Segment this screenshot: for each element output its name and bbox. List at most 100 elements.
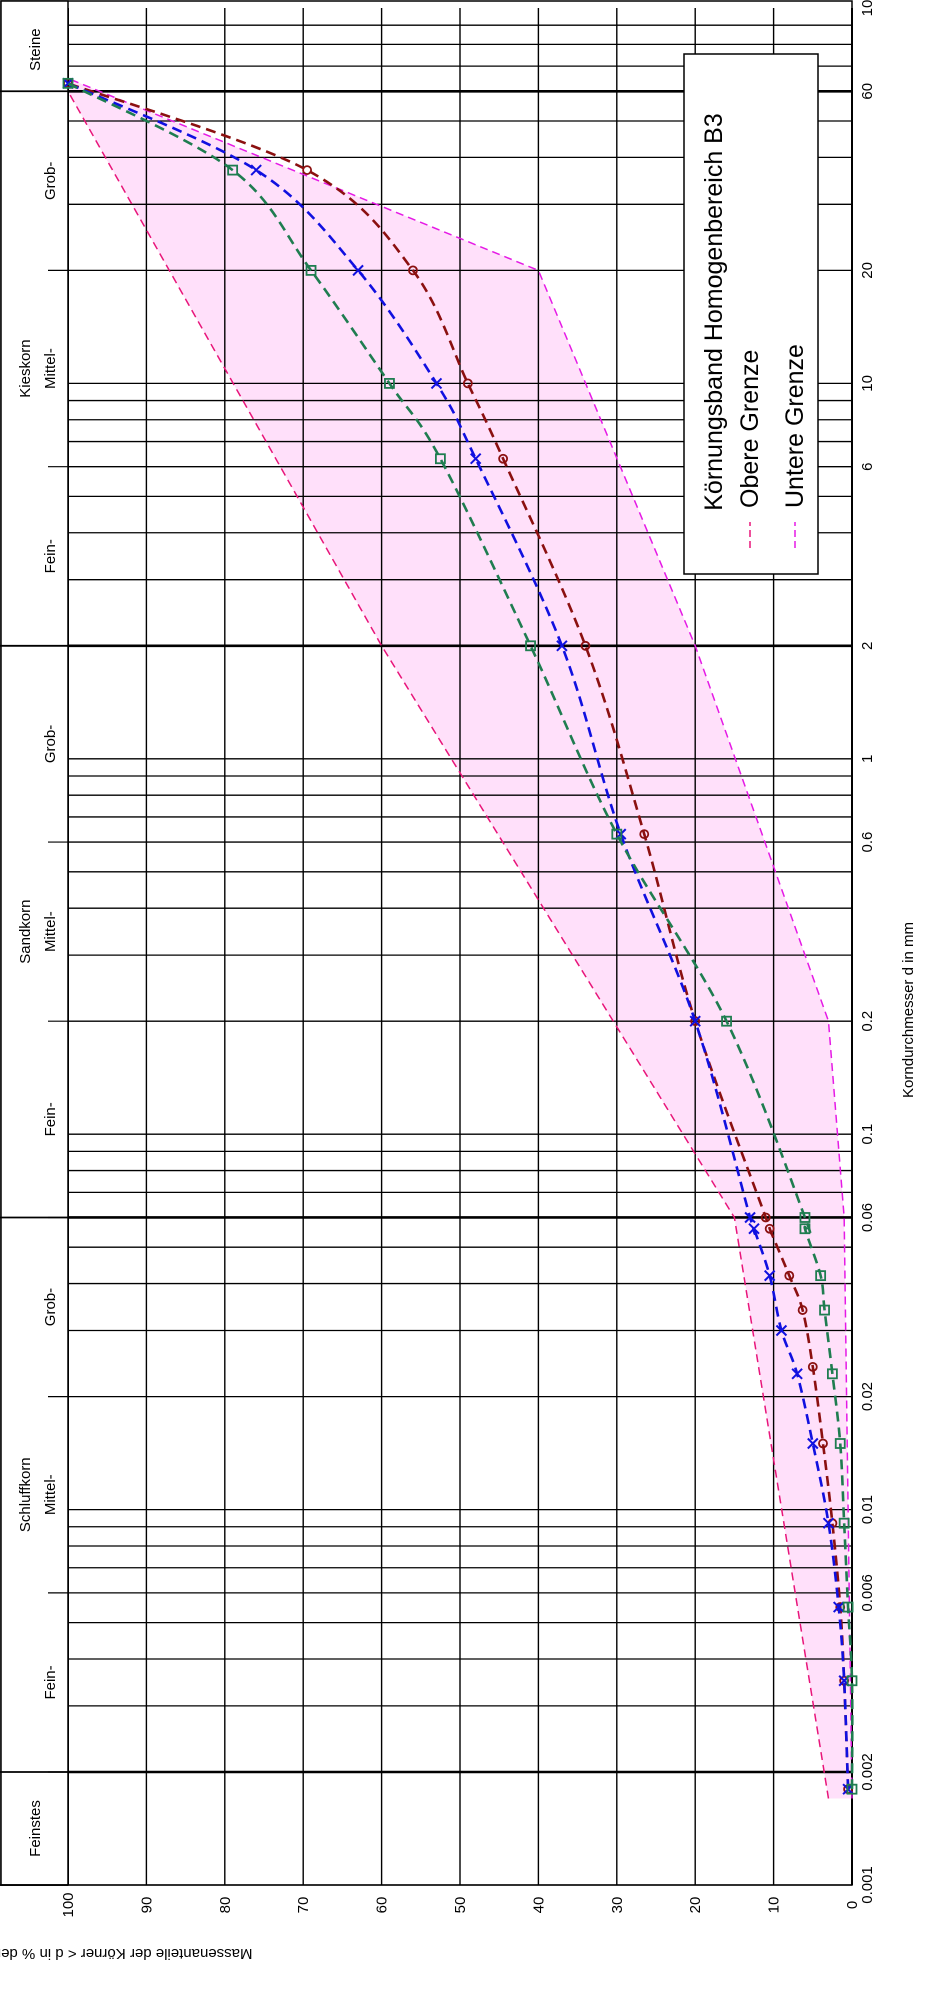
data-point (807, 1437, 819, 1450)
subclass-label: Mittel- (42, 348, 59, 389)
data-point (305, 264, 317, 276)
data-point (744, 1211, 756, 1224)
data-point (430, 377, 443, 390)
x-tick-label: 0.6 (859, 832, 876, 853)
series-group (62, 77, 858, 1795)
subclass-label: Fein- (42, 1102, 59, 1136)
data-point-stroke (689, 1015, 701, 1027)
legend: Körnungsband Homogenbereich B3 Obere Gre… (683, 53, 819, 575)
subclass-label: Grob- (42, 1288, 59, 1326)
subclass-label: Fein- (42, 539, 59, 573)
data-point (721, 1015, 732, 1027)
y-tick-label: 100 (60, 1892, 77, 1917)
data-point (784, 1270, 795, 1281)
data-point (846, 1675, 858, 1687)
data-point (799, 1223, 811, 1235)
legend-box (683, 53, 819, 575)
series-line (67, 82, 854, 1790)
subclass-label: Mittel- (42, 1474, 59, 1515)
class-label: Sandkorn (17, 900, 34, 964)
y-tick-label: 60 (374, 1897, 391, 1914)
data-point-stroke (62, 77, 74, 90)
legend-label-lower: Untere Grenze (781, 344, 809, 508)
legend-title: Körnungsband Homogenbereich B3 (700, 113, 728, 511)
y-tick-label: 30 (609, 1897, 626, 1914)
x-tick-label: 20 (859, 262, 876, 279)
class-label: Schluffkorn (17, 1457, 34, 1532)
data-point (580, 640, 591, 651)
y-tick-label: 40 (530, 1897, 547, 1914)
data-point (799, 1212, 811, 1223)
data-point-stroke (748, 1223, 760, 1235)
class-label: Feinstes (27, 1800, 44, 1857)
y-axis-label: Massenanteile der Körner < d in % der Ge… (0, 1945, 253, 1962)
x-tick-label: 60 (859, 83, 876, 100)
data-point-stroke (556, 640, 568, 652)
data-point-stroke (822, 1517, 835, 1529)
soil-class-header: Feinstes Schluffkorn Fein- Mittel- Grob- Sand… (0, 0, 69, 1886)
class-label: Kieskorn (17, 339, 34, 397)
subclass-label: Grob- (42, 725, 59, 763)
data-point (250, 164, 262, 176)
data-point (807, 1361, 818, 1372)
data-point (689, 1015, 701, 1027)
data-point (818, 1438, 828, 1449)
x-axis-label: Korndurchmesser d in mm (900, 922, 917, 1098)
data-point (639, 829, 650, 840)
x-tick-label: 0.001 (859, 1866, 876, 1904)
y-tick-label: 90 (138, 1897, 155, 1914)
data-point (62, 77, 74, 90)
lower-limit-line (67, 77, 853, 1799)
x-tick-label: 0.01 (859, 1495, 876, 1524)
data-point (815, 1270, 827, 1282)
data-point (822, 1517, 835, 1529)
x-tick-label: 6 (859, 463, 876, 471)
y-tick-label: 50 (452, 1897, 469, 1914)
data-point-stroke (744, 1211, 756, 1224)
subclass-label: Mittel- (42, 911, 59, 952)
x-tick-label: 10 (859, 375, 876, 392)
data-point (408, 265, 418, 276)
data-point (797, 1305, 808, 1315)
data-point (775, 1324, 788, 1337)
data-point (838, 1517, 850, 1529)
data-point (227, 164, 239, 176)
data-point (302, 165, 313, 175)
data-point (434, 453, 446, 465)
data-point (760, 1212, 771, 1223)
header-strip (0, 0, 69, 1886)
data-point (832, 1601, 845, 1613)
data-point (498, 453, 509, 464)
tick-labels: 0 10 20 30 40 50 60 70 80 90 100 0.001 0.002 0.006 0.0… (60, 0, 876, 1918)
data-point (834, 1438, 846, 1449)
envelope-lines (67, 77, 853, 1799)
data-point (352, 264, 364, 277)
x-tick-label: 0.2 (859, 1011, 876, 1032)
data-point-stroke (832, 1601, 845, 1613)
data-point (827, 1368, 838, 1380)
data-point (525, 640, 536, 652)
y-tick-label: 0 (844, 1901, 861, 1909)
data-point (469, 453, 482, 465)
data-point (763, 1269, 776, 1282)
x-tick-label: 0.006 (859, 1574, 876, 1612)
x-tick-label: 1 (859, 755, 876, 763)
data-point (748, 1223, 760, 1235)
y-tick-label: 20 (687, 1897, 704, 1914)
data-point-stroke (469, 453, 482, 465)
class-label: Steine (27, 28, 44, 71)
data-point (764, 1223, 775, 1234)
data-point-stroke (791, 1368, 803, 1380)
x-tick-label: 10 (859, 0, 876, 16)
subclass-label: Grob- (42, 162, 59, 200)
data-point (611, 828, 623, 840)
x-tick-label: 0.06 (859, 1203, 876, 1232)
data-point (842, 1601, 854, 1613)
data-point-stroke (430, 377, 443, 390)
x-tick-label: 2 (859, 642, 876, 650)
data-point-stroke (352, 264, 364, 277)
data-point-stroke (775, 1324, 788, 1337)
data-point (384, 377, 395, 389)
y-tick-label: 80 (217, 1897, 234, 1914)
